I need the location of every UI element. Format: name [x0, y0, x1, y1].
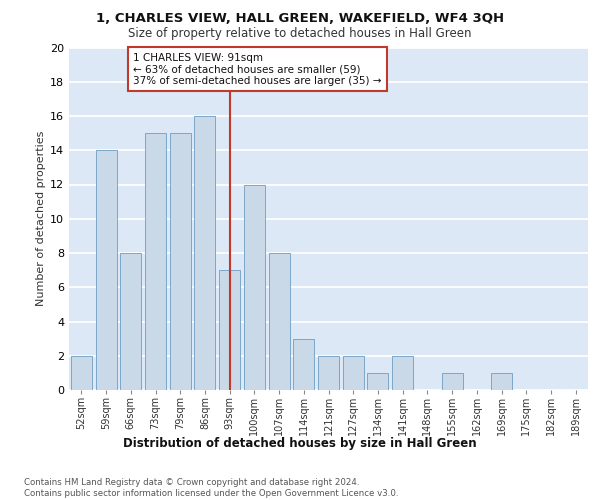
Bar [491, 373, 512, 390]
Text: Size of property relative to detached houses in Hall Green: Size of property relative to detached ho… [128, 28, 472, 40]
Bar [293, 338, 314, 390]
Text: 1, CHARLES VIEW, HALL GREEN, WAKEFIELD, WF4 3QH: 1, CHARLES VIEW, HALL GREEN, WAKEFIELD, … [96, 12, 504, 26]
Bar [343, 356, 364, 390]
Bar [219, 270, 240, 390]
Y-axis label: Number of detached properties: Number of detached properties [36, 131, 46, 306]
Bar [194, 116, 215, 390]
Text: Distribution of detached houses by size in Hall Green: Distribution of detached houses by size … [123, 438, 477, 450]
Bar [145, 133, 166, 390]
Bar [170, 133, 191, 390]
Bar [71, 356, 92, 390]
Bar [442, 373, 463, 390]
Bar [269, 253, 290, 390]
Bar [318, 356, 339, 390]
Text: Contains HM Land Registry data © Crown copyright and database right 2024.
Contai: Contains HM Land Registry data © Crown c… [24, 478, 398, 498]
Bar [244, 184, 265, 390]
Bar [95, 150, 116, 390]
Text: 1 CHARLES VIEW: 91sqm
← 63% of detached houses are smaller (59)
37% of semi-deta: 1 CHARLES VIEW: 91sqm ← 63% of detached … [133, 52, 382, 86]
Bar [392, 356, 413, 390]
Bar [120, 253, 141, 390]
Bar [367, 373, 388, 390]
